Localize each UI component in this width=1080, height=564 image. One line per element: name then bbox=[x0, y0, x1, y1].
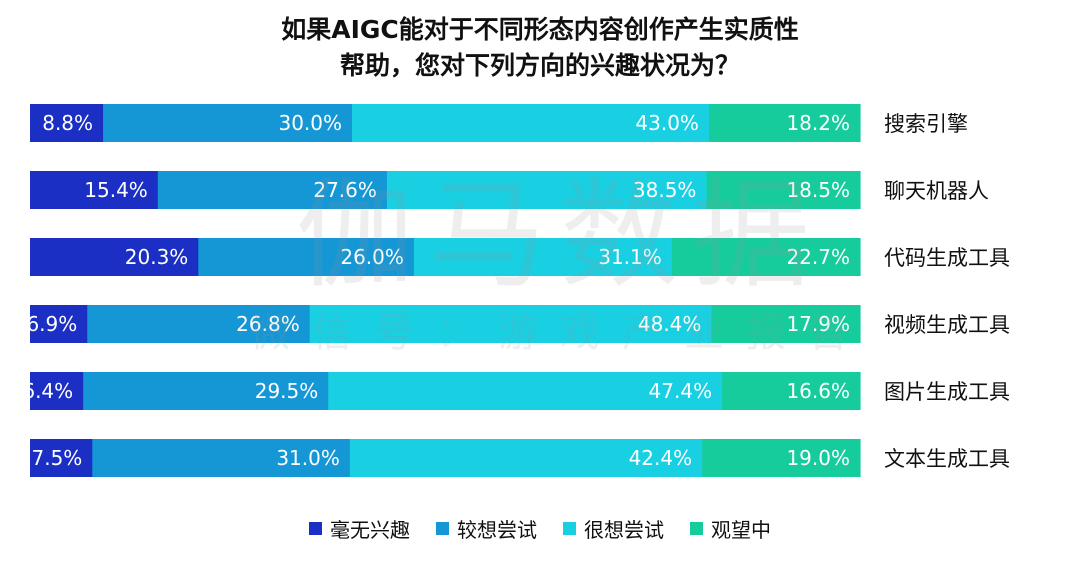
data-label-4-3: 48.4% bbox=[638, 312, 702, 336]
legend: 毫无兴趣 较想尝试 很想尝试 观望中 bbox=[0, 514, 1080, 543]
data-label-5-4: 16.6% bbox=[786, 379, 850, 403]
category-label-4: 视频生成工具 bbox=[884, 313, 1010, 337]
bar-segment-1-1 bbox=[30, 104, 104, 142]
bar-segment-2-2 bbox=[157, 171, 388, 209]
bar-segment-6-2 bbox=[92, 439, 351, 477]
data-label-3-3: 31.1% bbox=[598, 245, 662, 269]
bar-segment-6-1 bbox=[30, 439, 93, 477]
legend-item-2: 较想尝试 bbox=[436, 514, 537, 543]
data-label-4-1: 6.9% bbox=[26, 312, 77, 336]
bar-segment-3-1 bbox=[30, 238, 199, 276]
bar-segment-3-3 bbox=[413, 238, 673, 276]
legend-swatch-4 bbox=[690, 522, 703, 535]
data-label-3-2: 26.0% bbox=[340, 245, 404, 269]
bar-segment-5-1 bbox=[30, 372, 84, 410]
legend-label-4: 观望中 bbox=[711, 518, 771, 542]
data-label-1-4: 18.2% bbox=[786, 111, 850, 135]
chart-title: 如果AIGC能对于不同形态内容创作产生实质性 帮助，您对下列方向的兴趣状况为？ bbox=[0, 12, 1080, 84]
bar-segment-5-4 bbox=[722, 372, 861, 410]
data-label-3-4: 22.7% bbox=[786, 245, 850, 269]
data-label-6-2: 31.0% bbox=[276, 446, 340, 470]
data-label-1-2: 30.0% bbox=[278, 111, 342, 135]
legend-swatch-1 bbox=[309, 522, 322, 535]
legend-swatch-3 bbox=[563, 522, 576, 535]
bar-segment-1-4 bbox=[708, 104, 861, 142]
category-label-5: 图片生成工具 bbox=[884, 380, 1010, 404]
bar-segment-1-3 bbox=[352, 104, 710, 142]
bar-segment-3-4 bbox=[671, 238, 861, 276]
stacked-bar-chart: 8.8% 30.0% 43.0% 18.2% 搜索引擎 15.4% 27.6% 38.5% 18… bbox=[22, 104, 1010, 477]
data-label-5-2: 29.5% bbox=[255, 379, 319, 403]
chart-title-line-2: 帮助，您对下列方向的兴趣状况为？ bbox=[339, 51, 740, 80]
data-label-4-2: 26.8% bbox=[236, 312, 300, 336]
bar-segment-2-4 bbox=[706, 171, 861, 209]
legend-label-3: 很想尝试 bbox=[584, 518, 664, 542]
data-label-5-3: 47.4% bbox=[649, 379, 713, 403]
legend-label-1: 毫无兴趣 bbox=[330, 518, 410, 542]
legend-item-4: 观望中 bbox=[690, 514, 771, 543]
data-label-3-1: 20.3% bbox=[125, 245, 189, 269]
legend-swatch-2 bbox=[436, 522, 449, 535]
data-label-6-1: 7.5% bbox=[31, 446, 82, 470]
data-label-1-1: 8.8% bbox=[42, 111, 93, 135]
legend-label-2: 较想尝试 bbox=[457, 518, 537, 542]
data-label-5-1: 6.4% bbox=[22, 379, 73, 403]
data-label-2-4: 18.5% bbox=[786, 178, 850, 202]
bar-segment-1-2 bbox=[103, 104, 353, 142]
data-label-2-3: 38.5% bbox=[633, 178, 697, 202]
bar-segment-4-4 bbox=[711, 305, 861, 343]
legend-item-1: 毫无兴趣 bbox=[309, 514, 410, 543]
bar-segment-2-3 bbox=[386, 171, 708, 209]
bar-segment-6-3 bbox=[349, 439, 703, 477]
legend-item-3: 很想尝试 bbox=[563, 514, 664, 543]
bar-segment-4-2 bbox=[87, 305, 311, 343]
bar-segment-2-1 bbox=[30, 171, 159, 209]
data-label-4-4: 17.9% bbox=[786, 312, 850, 336]
bar-segment-4-3 bbox=[309, 305, 713, 343]
data-label-2-2: 27.6% bbox=[313, 178, 377, 202]
category-label-3: 代码生成工具 bbox=[884, 246, 1010, 270]
bar-segment-5-3 bbox=[328, 372, 723, 410]
bar-segment-5-2 bbox=[83, 372, 329, 410]
bar-segment-4-1 bbox=[30, 305, 88, 343]
data-label-2-1: 15.4% bbox=[84, 178, 148, 202]
bar-segment-6-4 bbox=[702, 439, 861, 477]
data-label-6-4: 19.0% bbox=[786, 446, 850, 470]
data-label-1-3: 43.0% bbox=[635, 111, 699, 135]
chart-title-line-1: 如果AIGC能对于不同形态内容创作产生实质性 bbox=[281, 15, 799, 44]
data-label-6-3: 42.4% bbox=[629, 446, 693, 470]
category-label-2: 聊天机器人 bbox=[884, 179, 989, 203]
bar-segment-3-2 bbox=[198, 238, 415, 276]
category-label-6: 文本生成工具 bbox=[884, 447, 1010, 471]
category-label-1: 搜索引擎 bbox=[884, 112, 968, 136]
